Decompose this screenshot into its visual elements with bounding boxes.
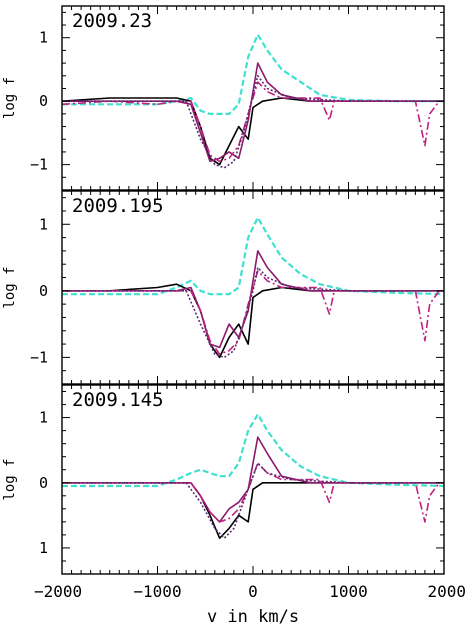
series-line-1 [62,33,444,116]
series-line-5 [62,462,444,540]
x-tick-label: −1000 [133,582,181,601]
panel-label: 2009.23 [72,10,152,32]
y-axis-label: log f [2,458,18,500]
y-tick-label: 1 [39,29,48,47]
y-tick-label: 0 [39,92,48,110]
panels-layer: −1 0 1 log f 2009.23 −1 0 1 log f 2009.195 1 0 1 log … [2,5,445,575]
y-tick-label: −1 [30,348,48,366]
x-axis-label: v in km/s [207,607,299,627]
panel-2: −1 0 1 log f 2009.195 [2,190,445,385]
series-line-2 [62,481,444,540]
x-tick-label: 0 [248,582,258,601]
series-line-3 [62,436,444,523]
series-line-1 [62,216,445,296]
panel-label: 2009.195 [72,195,164,217]
panel-3: 1 0 1 log f 2009.145 [2,384,445,575]
series-line-3 [62,250,444,349]
y-tick-label: 1 [39,539,48,557]
panel-label: 2009.145 [72,389,164,411]
x-tick-label: −2000 [34,582,82,601]
y-tick-label: 1 [39,215,48,233]
y-tick-label: 0 [39,282,48,300]
y-tick-label: −1 [30,156,48,174]
series-line-3 [62,62,444,163]
panel-1: −1 0 1 log f 2009.23 [2,5,445,191]
x-tick-label: 1000 [329,582,368,601]
y-tick-label: 1 [39,409,48,427]
x-tick-label: 2000 [427,582,466,601]
series-line-5 [62,266,444,359]
y-axis-label: log f [2,266,18,308]
panel-frame [61,384,445,575]
series-line-1 [62,413,445,488]
series-line-2 [61,97,444,166]
x-axis: −2000 −1000 0 1000 2000 v in km/s [34,582,466,627]
series-line-5 [62,75,444,169]
y-axis-label: log f [2,77,18,119]
y-tick-label: 0 [39,474,48,492]
